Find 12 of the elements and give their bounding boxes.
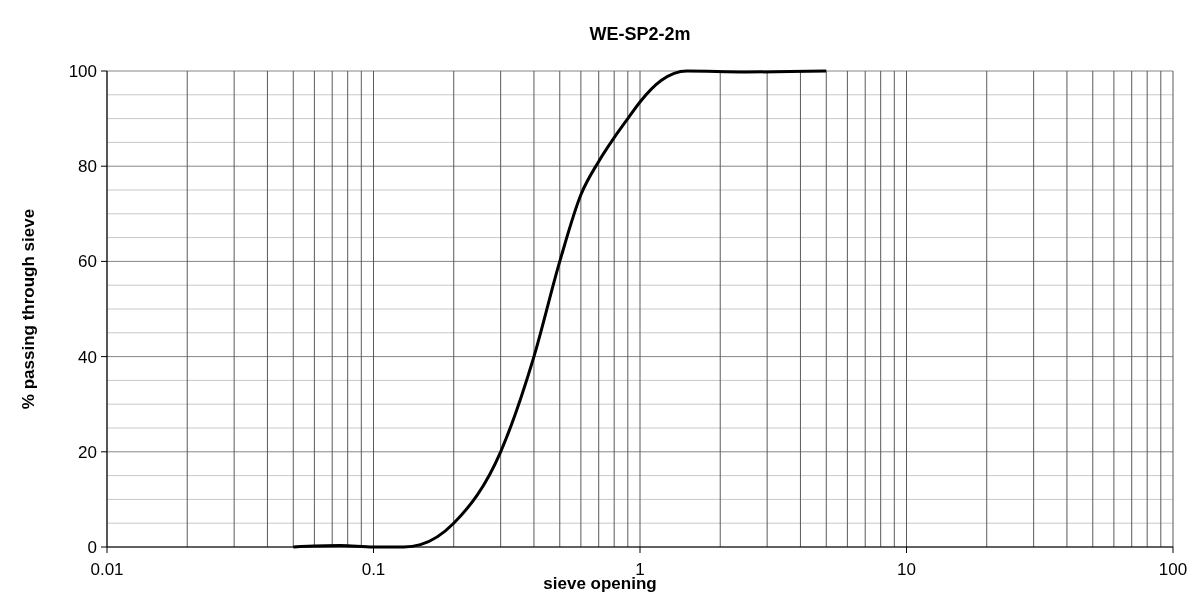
x-tick-label: 10 xyxy=(897,560,916,579)
chart-title: WE-SP2-2m xyxy=(589,24,691,44)
y-tick-label: 80 xyxy=(78,157,97,177)
y-tick-label: 0 xyxy=(87,537,97,557)
x-tick-label: 0.01 xyxy=(90,560,124,579)
y-tick-label: 60 xyxy=(78,252,97,272)
y-tick-label: 40 xyxy=(78,347,97,367)
y-tick-label: 20 xyxy=(78,442,97,462)
y-tick-label: 100 xyxy=(68,61,97,81)
x-tick-label: 100 xyxy=(1158,560,1188,579)
y-axis-title: % passing through sieve xyxy=(19,208,38,410)
x-tick-label: 0.1 xyxy=(361,560,386,579)
